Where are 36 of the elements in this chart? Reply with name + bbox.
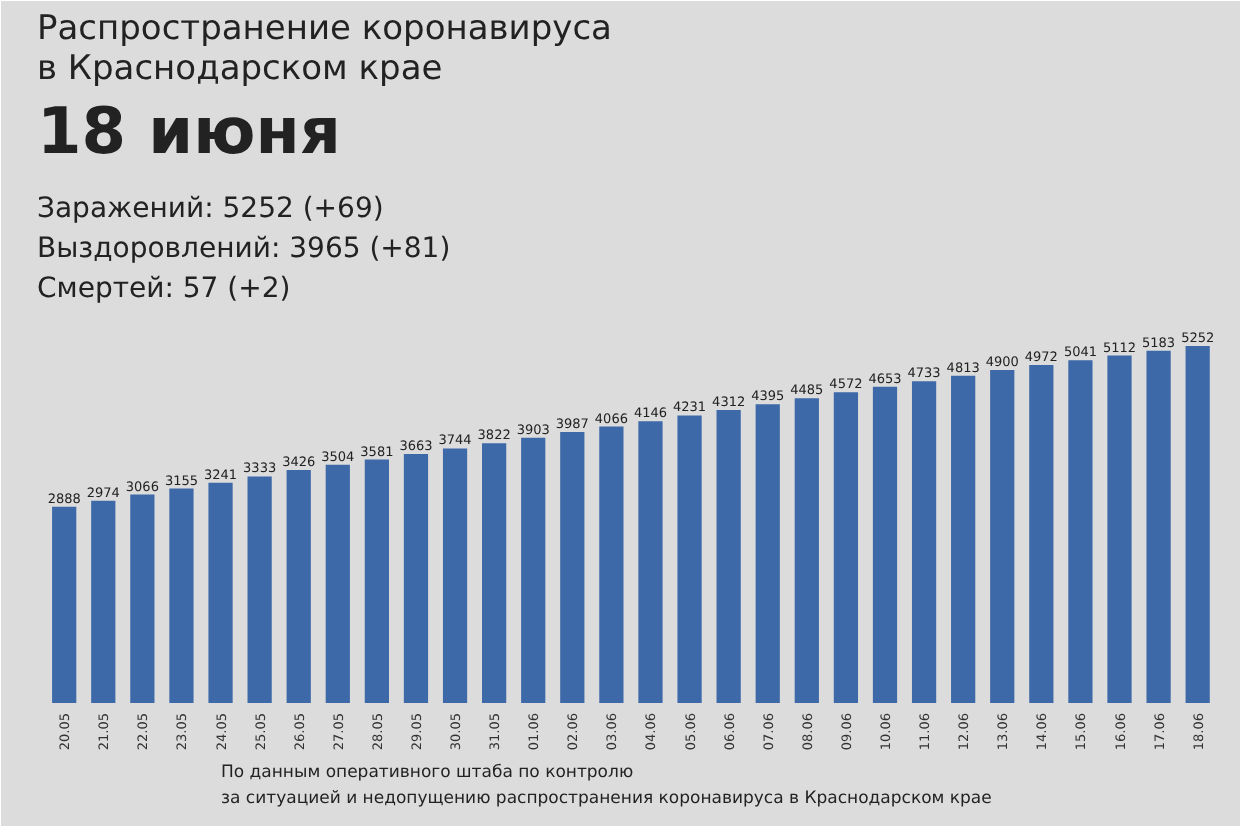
bar <box>1185 345 1210 703</box>
chart-subtitle: 18 июня <box>37 93 341 169</box>
bar <box>364 459 389 703</box>
bar <box>872 386 898 703</box>
bar <box>1029 365 1054 703</box>
bar <box>325 464 350 703</box>
text: Выздоровлений: 3965 (+81) <box>37 233 451 265</box>
bar <box>638 421 663 703</box>
bar <box>755 404 780 703</box>
bar <box>482 443 507 703</box>
bar <box>833 392 859 703</box>
bar <box>247 476 272 703</box>
bar <box>403 454 429 703</box>
chart-title: Распространение коронавируса в Краснодарском крае <box>37 9 612 89</box>
bar <box>599 426 624 703</box>
bar <box>1068 360 1093 703</box>
bar <box>286 470 311 703</box>
bar <box>1107 355 1132 703</box>
bar <box>442 448 468 703</box>
text: По данным оперативного штаба по контролю за ситуацией и недопущению распространения коронавируса в Краснодарском крае <box>221 763 992 809</box>
bar <box>1146 350 1171 703</box>
bar <box>951 375 976 703</box>
text: Смертей: 57 (+2) <box>37 273 291 305</box>
bar <box>52 506 77 703</box>
bar <box>794 398 819 703</box>
bar <box>990 369 1015 703</box>
bar <box>521 437 546 703</box>
bar <box>677 415 702 703</box>
bar <box>169 488 194 703</box>
bar <box>208 482 233 703</box>
bar <box>560 431 585 703</box>
bar <box>130 494 155 703</box>
bar <box>716 409 741 703</box>
text: Заражений: 5252 (+69) <box>37 193 384 225</box>
bar <box>91 500 116 703</box>
bar <box>911 381 937 703</box>
